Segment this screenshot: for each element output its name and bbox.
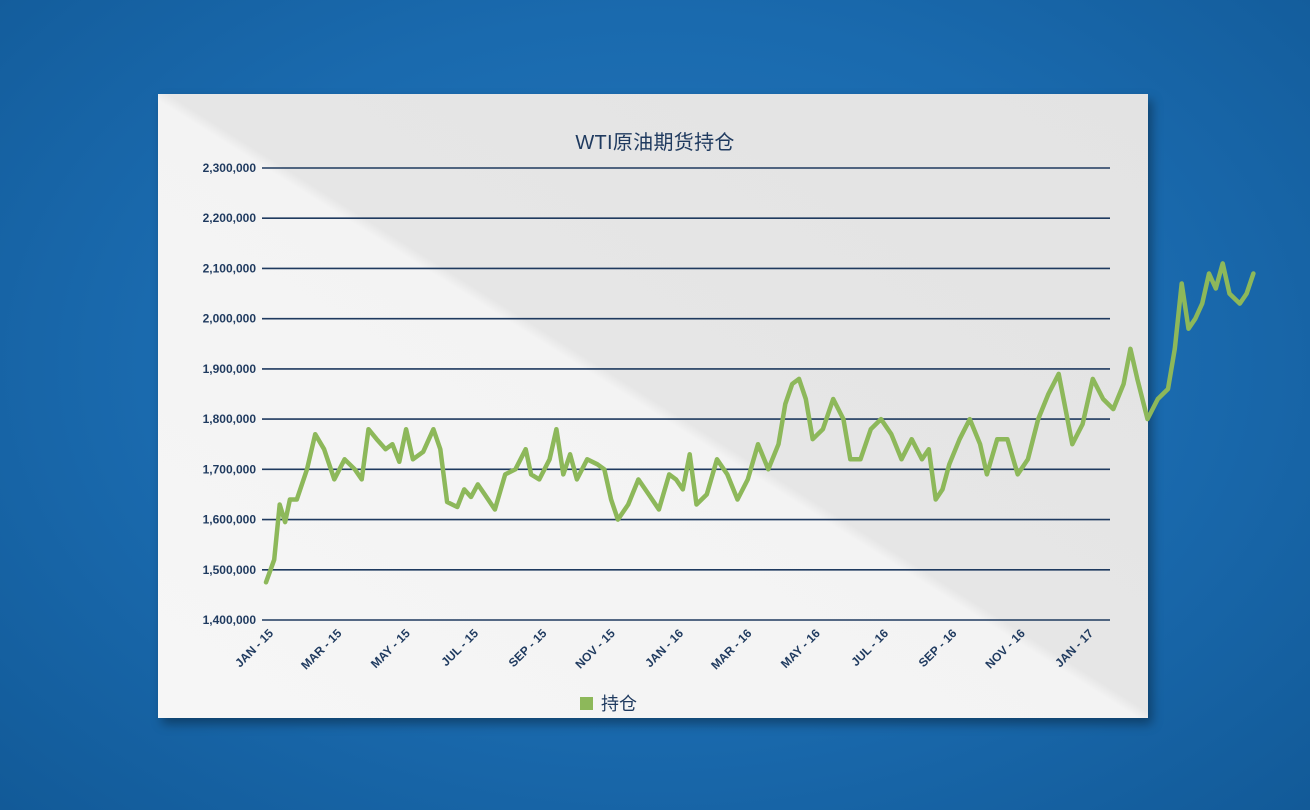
x-tick-label: JAN - 17: [1052, 626, 1096, 670]
y-tick-label: 1,800,000: [203, 412, 257, 426]
y-tick-label: 2,200,000: [203, 211, 257, 225]
x-tick-label: MAR - 15: [298, 626, 344, 672]
x-tick-label: SEP - 16: [916, 626, 960, 670]
x-tick-label: MAY - 15: [368, 626, 413, 671]
y-tick-label: 1,600,000: [203, 513, 257, 527]
x-tick-label: JUL - 16: [848, 626, 891, 669]
x-tick-label: NOV - 15: [573, 626, 618, 671]
legend-label: 持仓: [601, 694, 637, 714]
x-tick-label: JAN - 15: [232, 626, 276, 670]
series-line: [263, 261, 1256, 585]
y-tick-label: 2,300,000: [203, 161, 257, 175]
y-tick-label: 1,500,000: [203, 563, 257, 577]
series-group: [263, 261, 1256, 585]
y-tick-label: 2,100,000: [203, 261, 257, 275]
x-tick-label: MAR - 16: [708, 626, 754, 672]
grid-lines: [262, 167, 1110, 621]
y-axis-ticks: 2,300,000 2,200,000 2,100,000 2,000,000 1,90…: [203, 161, 257, 627]
y-tick-label: 1,400,000: [203, 613, 257, 627]
x-tick-label: JUL - 15: [438, 626, 481, 669]
x-tick-label: JAN - 16: [642, 626, 686, 670]
legend: 持仓: [580, 690, 637, 716]
y-tick-label: 1,900,000: [203, 362, 257, 376]
y-tick-label: 2,000,000: [203, 312, 257, 326]
chart-card: [158, 94, 1148, 718]
chart-title: WTI原油期货持仓: [575, 132, 735, 154]
x-tick-label: SEP - 15: [506, 626, 550, 670]
x-axis-ticks: JAN - 15 MAR - 15 MAY - 15 JUL - 15 SEP - 15…: [232, 626, 1096, 672]
y-tick-label: 1,700,000: [203, 462, 257, 476]
x-tick-label: NOV - 16: [983, 626, 1028, 671]
legend-swatch: [580, 696, 593, 710]
x-tick-label: MAY - 16: [778, 626, 823, 671]
